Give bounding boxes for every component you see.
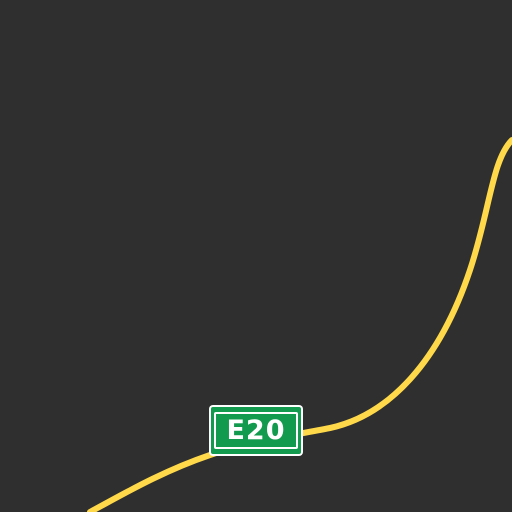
route-shield-label: E20 bbox=[214, 412, 298, 449]
route-shield[interactable]: E20 bbox=[209, 405, 303, 456]
route-shield-background: E20 bbox=[211, 407, 301, 454]
highway-road[interactable] bbox=[87, 137, 512, 512]
